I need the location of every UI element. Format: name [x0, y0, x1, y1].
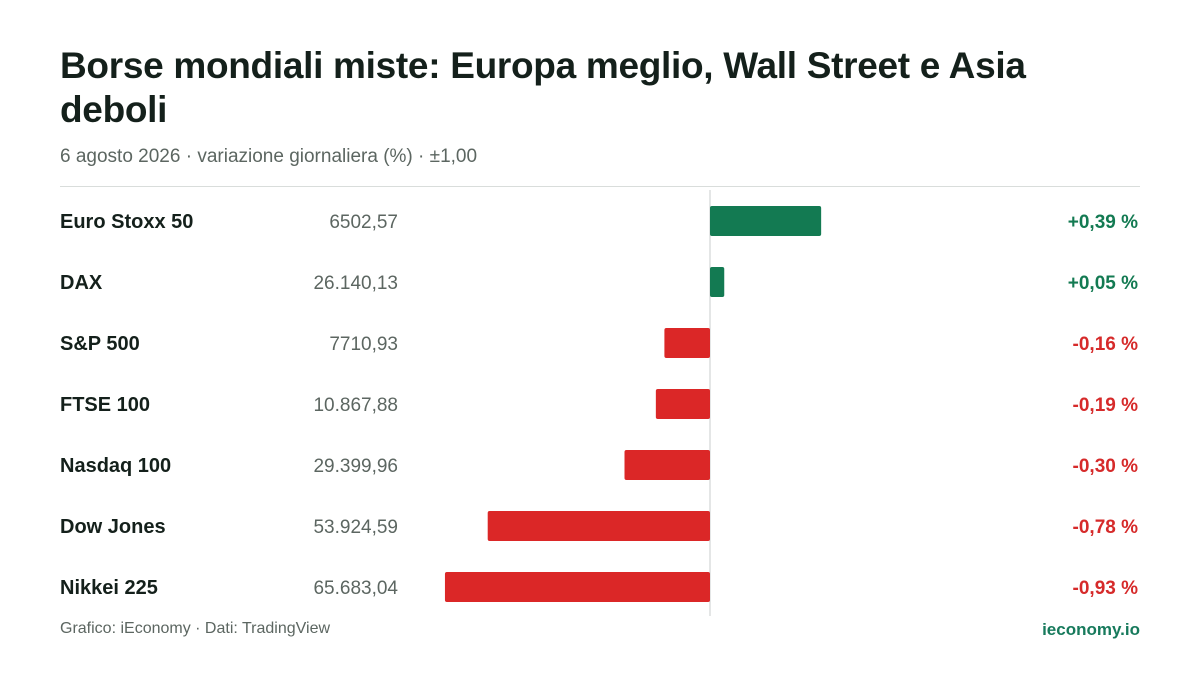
change-bar — [444, 572, 710, 602]
index-level-label: 6502,57 — [329, 212, 398, 233]
index-level-label: 7710,93 — [329, 334, 398, 355]
index-level-label: 65.683,04 — [313, 578, 398, 599]
index-name-label: DAX — [60, 272, 103, 294]
index-name-label: FTSE 100 — [60, 394, 150, 416]
change-bar — [624, 450, 710, 480]
change-value-label: -0,16 % — [1073, 334, 1139, 355]
change-value-label: -0,78 % — [1073, 517, 1139, 538]
index-name-label: S&P 500 — [60, 333, 140, 355]
index-name-label: Nikkei 225 — [60, 577, 158, 599]
index-name-label: Dow Jones — [60, 516, 166, 538]
change-value-label: -0,19 % — [1073, 395, 1139, 416]
change-value-label: -0,93 % — [1073, 578, 1139, 599]
index-level-label: 29.399,96 — [313, 456, 398, 477]
index-level-label: 53.924,59 — [313, 517, 398, 538]
index-name-label: Nasdaq 100 — [60, 455, 171, 477]
brand-link[interactable]: ieconomy.io — [1042, 620, 1140, 639]
index-level-label: 10.867,88 — [313, 395, 398, 416]
change-bar — [710, 206, 822, 236]
chart-title: Borse mondiali miste: Europa meglio, Wal… — [60, 45, 1026, 130]
chart-subtitle: 6 agosto 2026 · variazione giornaliera (… — [60, 146, 478, 167]
change-value-label: +0,05 % — [1068, 273, 1138, 294]
change-bar — [664, 328, 710, 358]
change-value-label: -0,30 % — [1073, 456, 1139, 477]
change-bar — [655, 389, 710, 419]
change-bar — [710, 267, 725, 297]
header-divider — [60, 186, 1140, 187]
change-value-label: +0,39 % — [1068, 212, 1138, 233]
index-level-label: 26.140,13 — [313, 273, 398, 294]
change-bar — [487, 511, 710, 541]
index-name-label: Euro Stoxx 50 — [60, 211, 193, 233]
source-credit: Grafico: iEconomy · Dati: TradingView — [60, 620, 331, 637]
